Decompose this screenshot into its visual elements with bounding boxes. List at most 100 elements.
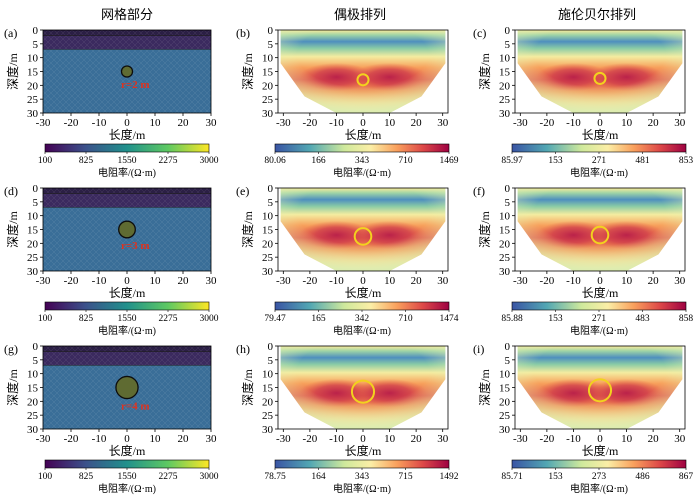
y-tick-label: 0 xyxy=(33,183,39,195)
colorbar-tick-label: 825 xyxy=(79,472,94,482)
anomaly-body xyxy=(118,220,136,239)
colorbar-label: 电阻率/(Ω·m) xyxy=(98,482,156,495)
x-tick-label: 20 xyxy=(178,275,190,287)
y-tick-label: 10 xyxy=(27,53,39,65)
x-tick-label: 0 xyxy=(124,275,130,287)
colorbar-label: 电阻率/(Ω·m) xyxy=(570,166,628,179)
y-tick-label: 30 xyxy=(499,266,511,278)
colorbar-label: 电阻率/(Ω·m) xyxy=(570,482,628,495)
colorbar-tick-label: 1469 xyxy=(440,156,459,166)
x-tick-label: 0 xyxy=(124,433,130,445)
y-tick-label: 5 xyxy=(268,355,274,367)
y-tick-label: 25 xyxy=(262,410,274,422)
x-axis-label: 长度/m xyxy=(345,443,382,458)
colorbar-tick-label: 271 xyxy=(592,314,607,324)
colorbar xyxy=(511,143,687,153)
y-tick-label: 30 xyxy=(27,424,39,436)
x-tick-label: 30 xyxy=(437,433,449,445)
x-tick-label: 0 xyxy=(597,275,603,287)
y-tick-label: 10 xyxy=(262,53,274,65)
colorbar xyxy=(44,459,210,469)
x-tick-label: -30 xyxy=(276,433,291,445)
y-axis-label: 深度/m xyxy=(477,211,492,248)
anomaly-body xyxy=(115,375,139,400)
panel-label: (a) xyxy=(4,26,17,40)
x-tick-label: 10 xyxy=(150,433,162,445)
colorbar-tick-label: 486 xyxy=(635,472,650,482)
x-axis-label: 长度/m xyxy=(109,443,146,458)
y-tick-label: 15 xyxy=(262,225,274,237)
y-tick-label: 20 xyxy=(499,238,511,250)
x-tick-label: 30 xyxy=(206,117,218,129)
x-tick-label: -20 xyxy=(303,117,318,129)
section-edge xyxy=(280,30,446,113)
colorbar-tick-label: 153 xyxy=(548,314,563,324)
panel-label: (h) xyxy=(236,342,250,356)
y-tick-label: 10 xyxy=(499,211,511,223)
colorbar xyxy=(274,301,450,311)
anomaly-outline xyxy=(353,227,373,246)
x-tick-label: 0 xyxy=(124,117,130,129)
y-tick-label: 30 xyxy=(499,424,511,436)
panel-label: (i) xyxy=(473,342,484,356)
x-axis-label: 长度/m xyxy=(345,127,382,142)
colorbar-tick-label: 2275 xyxy=(159,472,178,482)
y-tick-label: 5 xyxy=(505,197,511,209)
colorbar-tick-label: 80.06 xyxy=(264,156,286,166)
colorbar-tick-label: 342 xyxy=(355,314,370,324)
column-title-mesh: 网格部分 xyxy=(101,7,153,22)
y-tick-label: 25 xyxy=(499,410,511,422)
y-tick-label: 30 xyxy=(27,108,39,120)
x-tick-label: 10 xyxy=(621,433,633,445)
colorbar-label: 电阻率/(Ω·m) xyxy=(98,166,156,179)
x-tick-label: 0 xyxy=(360,117,366,129)
x-tick-label: 10 xyxy=(150,275,162,287)
x-tick-label: -30 xyxy=(513,117,528,129)
inversion-section xyxy=(517,30,683,113)
y-tick-label: 5 xyxy=(268,197,274,209)
colorbar-tick-label: 100 xyxy=(38,156,53,166)
colorbar-tick-label: 164 xyxy=(311,472,326,482)
x-tick-label: 30 xyxy=(674,275,686,287)
y-tick-label: 15 xyxy=(27,67,39,79)
x-tick-label: 30 xyxy=(206,433,218,445)
x-axis-label: 长度/m xyxy=(345,285,382,300)
y-tick-label: 10 xyxy=(499,369,511,381)
panel-label: (d) xyxy=(4,184,18,198)
inversion-section xyxy=(280,346,446,429)
colorbar-tick-label: 825 xyxy=(79,314,94,324)
y-tick-label: 15 xyxy=(499,383,511,395)
y-axis-label: 深度/m xyxy=(5,211,20,248)
y-tick-label: 15 xyxy=(27,225,39,237)
y-tick-label: 25 xyxy=(262,94,274,106)
colorbar-tick-label: 715 xyxy=(398,472,413,482)
colorbar-tick-label: 2275 xyxy=(159,156,178,166)
colorbar-tick-label: 273 xyxy=(592,472,607,482)
x-tick-label: 20 xyxy=(648,433,660,445)
x-tick-label: -30 xyxy=(276,275,291,287)
x-tick-label: -10 xyxy=(329,433,344,445)
x-tick-label: -30 xyxy=(36,275,51,287)
colorbar-tick-label: 3000 xyxy=(200,472,219,482)
y-tick-label: 10 xyxy=(262,211,274,223)
y-tick-label: 0 xyxy=(268,341,274,353)
x-tick-label: -30 xyxy=(513,275,528,287)
panel-i: -30 -20 -10 0 10 20 30051015202530长度/m深度/m(i)8… xyxy=(473,341,693,495)
colorbar-tick-label: 858 xyxy=(679,314,694,324)
x-tick-label: -30 xyxy=(36,433,51,445)
y-tick-label: 0 xyxy=(268,25,274,37)
x-tick-label: -10 xyxy=(566,275,581,287)
colorbar-tick-label: 1550 xyxy=(118,472,137,482)
colorbar xyxy=(511,301,687,311)
panel-a: r=2 m-30 -20 -10 0 10 20 30051015202530长度/m深度/… xyxy=(4,25,219,179)
y-tick-label: 20 xyxy=(262,396,274,408)
inversion-section xyxy=(517,346,683,429)
colorbar-label: 电阻率/(Ω·m) xyxy=(98,324,156,337)
y-tick-label: 30 xyxy=(27,266,39,278)
colorbar xyxy=(274,143,450,153)
colorbar-label: 电阻率/(Ω·m) xyxy=(333,324,391,337)
colorbar-tick-label: 166 xyxy=(311,156,326,166)
panel-c: -30 -20 -10 0 10 20 30051015202530长度/m深度/m(c)8… xyxy=(473,25,693,179)
x-axis-label: 长度/m xyxy=(582,443,619,458)
colorbar-tick-label: 3000 xyxy=(200,156,219,166)
